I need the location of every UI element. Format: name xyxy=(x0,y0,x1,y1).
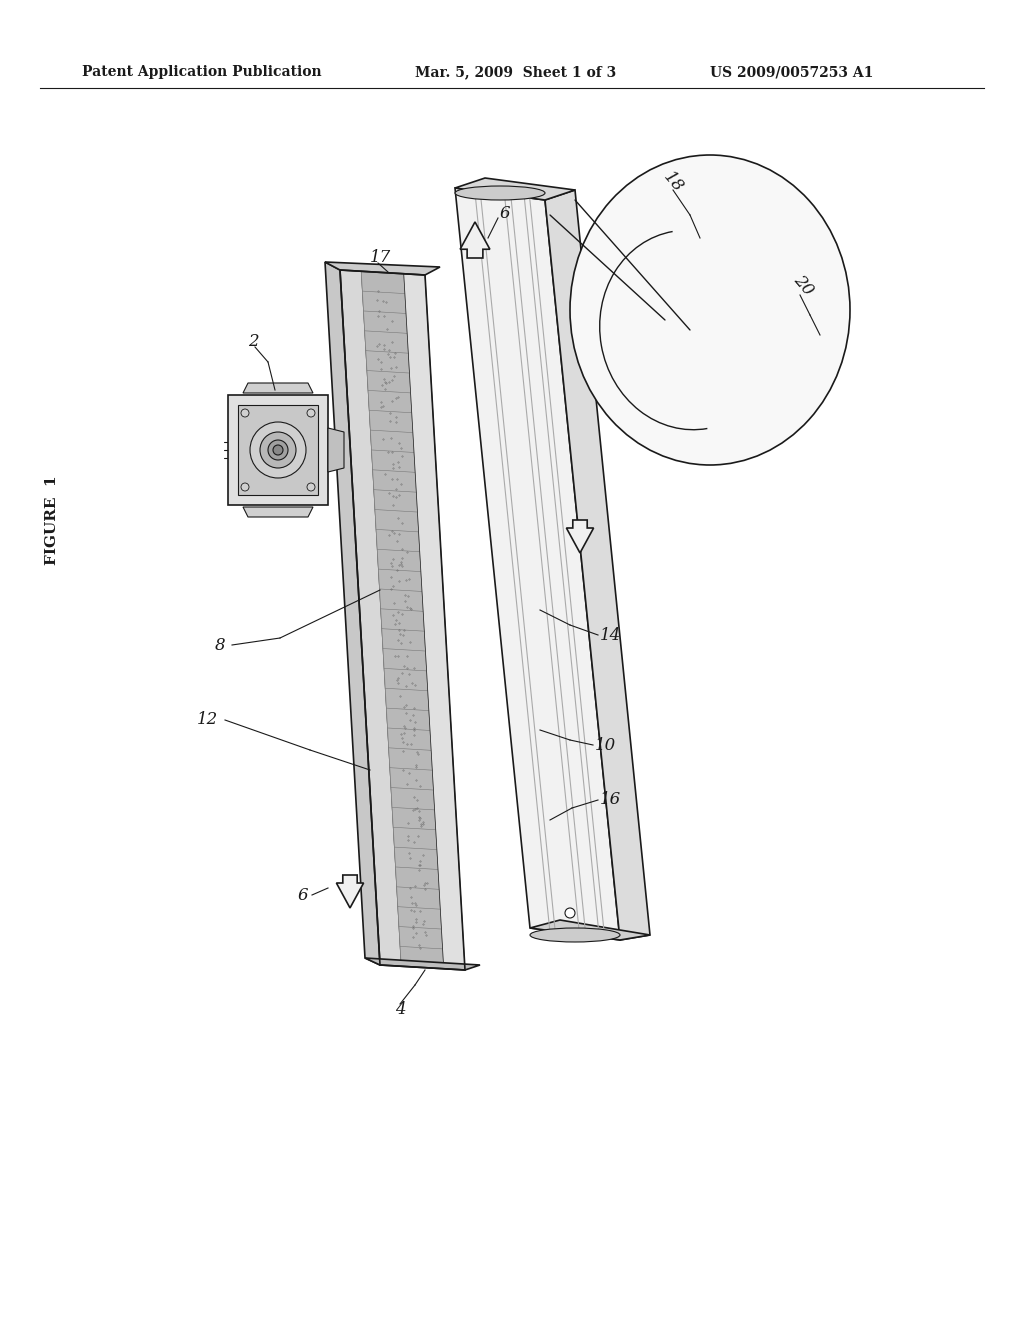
Polygon shape xyxy=(228,395,328,506)
Text: 10: 10 xyxy=(595,737,616,754)
Polygon shape xyxy=(325,261,440,275)
Text: US 2009/0057253 A1: US 2009/0057253 A1 xyxy=(710,65,873,79)
Circle shape xyxy=(273,445,283,455)
Polygon shape xyxy=(325,261,380,965)
Polygon shape xyxy=(243,383,313,393)
Ellipse shape xyxy=(570,154,850,465)
Polygon shape xyxy=(328,428,344,473)
Text: FIGURE  1: FIGURE 1 xyxy=(45,475,59,565)
Circle shape xyxy=(268,440,288,459)
Text: 16: 16 xyxy=(600,792,622,808)
Polygon shape xyxy=(530,920,650,940)
Text: Patent Application Publication: Patent Application Publication xyxy=(82,65,322,79)
Polygon shape xyxy=(238,405,318,495)
Text: 17: 17 xyxy=(370,249,391,267)
Polygon shape xyxy=(337,875,364,908)
Text: 20: 20 xyxy=(790,272,817,298)
Text: 18: 18 xyxy=(660,169,687,195)
Circle shape xyxy=(250,422,306,478)
Text: 8: 8 xyxy=(214,636,225,653)
Text: Mar. 5, 2009  Sheet 1 of 3: Mar. 5, 2009 Sheet 1 of 3 xyxy=(415,65,616,79)
Polygon shape xyxy=(455,178,575,201)
Polygon shape xyxy=(365,958,480,970)
Ellipse shape xyxy=(455,186,545,201)
Polygon shape xyxy=(566,520,594,553)
Text: 4: 4 xyxy=(394,1002,406,1019)
Circle shape xyxy=(241,483,249,491)
Circle shape xyxy=(565,908,575,917)
Circle shape xyxy=(307,483,315,491)
Circle shape xyxy=(241,409,249,417)
Polygon shape xyxy=(403,273,465,970)
Polygon shape xyxy=(361,271,443,969)
Polygon shape xyxy=(460,222,489,257)
Text: 2: 2 xyxy=(248,334,259,351)
Text: 6: 6 xyxy=(500,205,511,222)
Circle shape xyxy=(260,432,296,469)
Circle shape xyxy=(307,409,315,417)
Ellipse shape xyxy=(530,928,620,942)
Polygon shape xyxy=(340,271,401,966)
Polygon shape xyxy=(455,187,620,940)
Polygon shape xyxy=(545,190,650,940)
Text: 14: 14 xyxy=(600,627,622,644)
Text: 12: 12 xyxy=(197,711,218,729)
Text: 6: 6 xyxy=(297,887,308,903)
Polygon shape xyxy=(243,507,313,517)
